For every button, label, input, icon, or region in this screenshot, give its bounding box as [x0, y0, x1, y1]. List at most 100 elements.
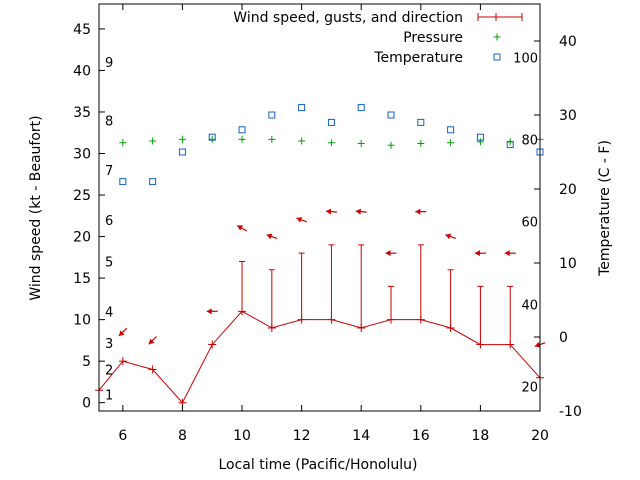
- pressure-point: [149, 137, 157, 145]
- x-axis-label: Local time (Pacific/Honolulu): [218, 457, 417, 473]
- y-tick-label: 15: [73, 271, 91, 287]
- temperature-point: [298, 104, 306, 112]
- legend-swatch-temperature: [493, 53, 501, 61]
- temperature-point: [268, 111, 276, 119]
- y-tick-label: 20: [73, 230, 91, 246]
- y-tick-label: 5: [82, 354, 91, 370]
- temperature-point: [208, 133, 216, 141]
- y2-tick-label: 0: [559, 330, 568, 346]
- gust-errorbar: [417, 244, 424, 320]
- wind-direction-arrow: [355, 208, 367, 215]
- gust-errorbar: [239, 260, 246, 312]
- gust-errorbar: [477, 285, 484, 345]
- arrow-head: [325, 208, 332, 215]
- beaufort-label: 7: [105, 164, 113, 179]
- pressure-point: [476, 138, 484, 146]
- y-axis-label: Wind speed (kt - Beaufort): [28, 115, 44, 300]
- pressure-point: [268, 135, 276, 143]
- fahrenheit-label: 20: [521, 381, 538, 396]
- temperature-point: [119, 178, 127, 186]
- wind-direction-arrow: [385, 250, 397, 257]
- plot-frame: [98, 3, 541, 412]
- wind-direction-arrow: [148, 336, 157, 345]
- pressure-point: [417, 140, 425, 148]
- beaufort-label: 3: [105, 337, 113, 352]
- wind-direction-arrow: [118, 327, 128, 337]
- y-tick-label: 35: [73, 105, 91, 121]
- y-tick-label: 25: [73, 188, 91, 204]
- arrow-head: [385, 250, 391, 257]
- fahrenheit-label: 40: [521, 298, 538, 313]
- arrow-head: [474, 250, 480, 257]
- gust-errorbar: [328, 244, 335, 320]
- beaufort-label: 2: [105, 363, 113, 378]
- arrow-head: [504, 250, 510, 257]
- y-tick-label: 45: [73, 22, 91, 38]
- temperature-point: [149, 178, 157, 186]
- y2-tick-label: -10: [559, 404, 582, 420]
- x-tick-label: 12: [293, 428, 311, 444]
- x-tick-label: 20: [531, 428, 549, 444]
- x-tick-label: 16: [412, 428, 430, 444]
- temperature-point: [327, 118, 335, 126]
- wind-speed-point: [148, 365, 157, 374]
- beaufort-label: 4: [105, 305, 113, 320]
- temperature-point: [357, 104, 365, 112]
- arrow-head: [148, 338, 155, 345]
- gust-errorbar: [507, 285, 514, 345]
- temperature-point: [476, 133, 484, 141]
- y2-tick-label: 10: [559, 256, 577, 272]
- beaufort-label: 8: [105, 114, 113, 129]
- wind-speed-point: [118, 357, 127, 366]
- fahrenheit-label: 60: [521, 216, 538, 231]
- arrow-head: [206, 308, 212, 315]
- x-tick-label: 6: [118, 428, 127, 444]
- y-tick-label: 40: [73, 63, 91, 79]
- wind-direction-arrow: [325, 208, 337, 215]
- temperature-point: [178, 148, 186, 156]
- gust-errorbar: [388, 285, 395, 320]
- arrow-head: [355, 208, 361, 215]
- arrow-head: [534, 341, 541, 348]
- temperature-point: [447, 126, 455, 134]
- arrow-head: [415, 208, 421, 215]
- gust-errorbar: [268, 269, 275, 328]
- legend-label-pressure: Pressure: [403, 30, 463, 46]
- temperature-point: [238, 126, 246, 134]
- wind-speed-line: [98, 310, 541, 404]
- gust-errorbar: [298, 252, 305, 320]
- pressure-point: [119, 139, 127, 147]
- legend-swatch-pressure: [493, 33, 501, 41]
- arrow-head: [118, 330, 125, 336]
- arrow-head: [266, 233, 273, 240]
- beaufort-label: 1: [105, 388, 113, 403]
- fahrenheit-label: 80: [521, 133, 538, 148]
- wind-direction-arrow: [445, 233, 456, 240]
- x-tick-label: 8: [178, 428, 187, 444]
- pressure-point: [327, 139, 335, 147]
- pressure-point: [447, 139, 455, 147]
- wind-direction-arrow: [236, 224, 248, 232]
- wind-direction-arrow: [415, 208, 427, 215]
- arrow-head: [296, 216, 303, 223]
- fahrenheit-label: 100: [513, 51, 538, 66]
- pressure-point: [178, 135, 186, 143]
- pressure-point: [387, 141, 395, 149]
- y-tick-label: 10: [73, 313, 91, 329]
- y2-axis-label: Temperature (C - F): [597, 140, 613, 277]
- x-tick-label: 18: [471, 428, 489, 444]
- wind-direction-arrow: [266, 233, 278, 240]
- y2-tick-label: 20: [559, 182, 577, 198]
- beaufort-label: 9: [105, 56, 113, 71]
- pressure-point: [238, 135, 246, 143]
- legend-swatch-wind: [477, 13, 523, 21]
- pressure-point: [208, 135, 216, 143]
- wind-speed-point: [208, 340, 217, 349]
- arrow-head: [237, 225, 244, 231]
- wind-direction-arrow: [206, 308, 218, 315]
- legend: Wind speed, gusts, and direction Pressure…: [233, 10, 523, 66]
- gust-errorbar: [358, 244, 365, 328]
- beaufort-label: 5: [105, 255, 113, 270]
